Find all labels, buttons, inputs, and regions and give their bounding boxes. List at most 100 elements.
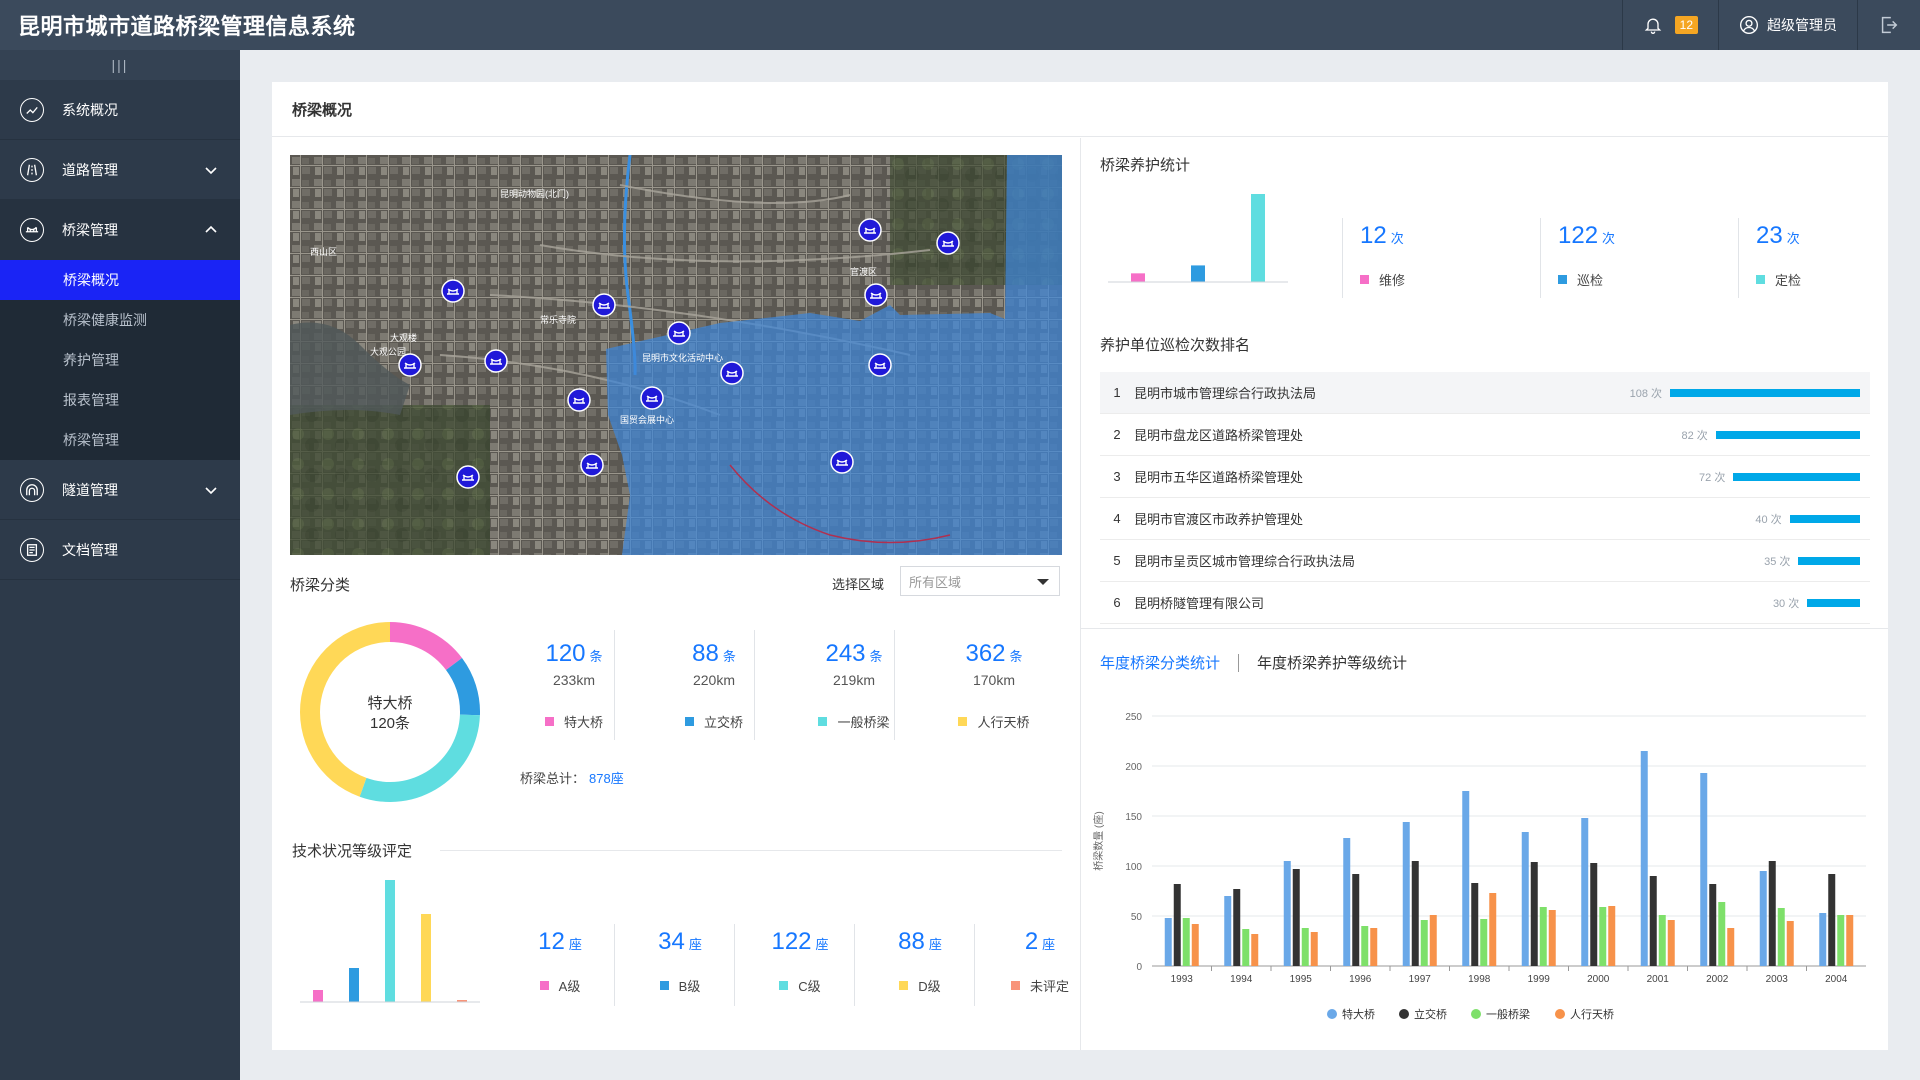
bridge-marker-icon[interactable]	[830, 450, 854, 474]
chart-bar	[313, 990, 323, 1002]
stat-unit: 次	[1390, 231, 1404, 246]
ranking-row: 5 昆明市呈贡区城市管理综合行政执法局 35 次	[1100, 540, 1870, 582]
app-title: 昆明市城市道路桥梁管理信息系统	[18, 14, 356, 39]
annual-stats-tabs: 年度桥梁分类统计 年度桥梁养护等级统计	[1100, 652, 1407, 673]
bridge-marker-icon[interactable]	[864, 283, 888, 307]
bridge-marker-icon[interactable]	[640, 386, 664, 410]
stat-grade-a: 12 座 A级	[500, 928, 620, 995]
notification-button[interactable]: 12	[1621, 0, 1718, 50]
bridge-marker-icon[interactable]	[484, 349, 508, 373]
ranking-unit-name: 昆明市城市管理综合行政执法局	[1134, 386, 1317, 401]
legend-swatch	[684, 717, 694, 726]
legend-swatch	[818, 717, 828, 726]
ranking-bar	[1715, 430, 1860, 439]
stat-repair: 12 次 维修	[1330, 222, 1530, 289]
legend-item[interactable]: 特大桥	[1327, 1007, 1375, 1021]
sidebar-collapse-toggle[interactable]: |||	[0, 50, 240, 80]
donut-slice	[359, 714, 480, 802]
classification-title: 桥梁分类	[290, 577, 351, 594]
sidebar-item-tunnel[interactable]: 隧道管理	[0, 460, 240, 520]
chart-bar	[1191, 924, 1199, 966]
bridge-marker-icon[interactable]	[667, 321, 691, 345]
column-divider	[1080, 138, 1081, 1050]
region-select[interactable]: 所有区域	[900, 566, 1060, 596]
sidebar-subitem-health-monitoring[interactable]: 桥梁健康监测	[63, 312, 147, 328]
sidebar-subitem-reports[interactable]: 报表管理	[63, 392, 119, 408]
chart-bar	[1242, 929, 1250, 966]
sidebar-subitem-bridge-management[interactable]: 桥梁管理	[63, 432, 119, 448]
stat-divider	[754, 630, 755, 740]
document-icon	[20, 537, 44, 562]
ranking-count: 35 次	[1764, 555, 1791, 568]
stat-label: 未评定	[1029, 979, 1069, 994]
map-label: 西山区	[310, 247, 337, 257]
total-label: 桥梁总计：	[520, 771, 586, 786]
legend-swatch	[1471, 1009, 1481, 1019]
logout-button[interactable]	[1857, 0, 1920, 50]
tab-separator	[1238, 653, 1240, 672]
bridge-marker-icon[interactable]	[868, 353, 892, 377]
bridge-map[interactable]: 昆明动物园(北门) 大观楼 大观公园 常乐寺院 昆明市文化活动中心 国贸会展中心…	[290, 155, 1062, 555]
ranking-unit-name: 昆明市五华区道路桥梁管理处	[1134, 470, 1304, 485]
bridge-marker-icon[interactable]	[858, 218, 882, 242]
tab-annual-classification[interactable]: 年度桥梁分类统计	[1100, 655, 1221, 672]
app-header: 昆明市城市道路桥梁管理信息系统 12 超级管理员	[0, 0, 1920, 50]
tech-grade-bar-chart	[300, 880, 480, 1003]
sidebar-subitem-bridge-overview[interactable]: 桥梁概况	[0, 260, 240, 300]
bridge-marker-icon[interactable]	[592, 293, 616, 317]
region-label: 选择区域	[832, 577, 885, 592]
bridge-marker-icon[interactable]	[441, 279, 465, 303]
chart-bar	[1292, 869, 1300, 966]
stat-overpass: 88 条 220km 立交桥	[644, 640, 784, 731]
map-label: 国贸会展中心	[620, 414, 674, 425]
chart-bar	[1640, 751, 1648, 966]
sidebar-item-system-overview[interactable]: 系统概况	[0, 80, 240, 140]
ranking-bar	[1789, 514, 1860, 523]
bridge-marker-icon[interactable]	[567, 388, 591, 412]
user-menu[interactable]: 超级管理员	[1718, 0, 1857, 50]
stat-number: 12	[1360, 222, 1387, 249]
sidebar-item-bridge[interactable]: 桥梁管理	[0, 200, 240, 260]
legend-item[interactable]: 立交桥	[1399, 1007, 1447, 1021]
chart-bar	[1361, 926, 1369, 966]
chart-bar	[1352, 874, 1360, 966]
chart-bar	[1480, 919, 1488, 966]
bridge-marker-icon[interactable]	[398, 353, 422, 377]
bridge-marker-icon[interactable]	[580, 453, 604, 477]
region-select-value: 所有区域	[909, 574, 962, 590]
bridge-total: 桥梁总计： 878座	[520, 768, 624, 787]
chart-bar	[1530, 862, 1538, 966]
chart-bar	[1759, 871, 1767, 966]
legend-item[interactable]: 一般桥梁	[1471, 1007, 1530, 1021]
bridge-submenu: 桥梁概况 桥梁健康监测 养护管理 报表管理 桥梁管理	[0, 260, 240, 460]
stat-label: C级	[798, 979, 821, 994]
y-tick-label: 200	[1125, 762, 1142, 773]
stat-patrol: 122 次 巡检	[1530, 222, 1730, 289]
chart-bar	[1658, 915, 1666, 966]
donut-center-value: 120条	[370, 715, 410, 732]
chart-bar	[1301, 928, 1309, 966]
legend-item[interactable]: 人行天桥	[1555, 1008, 1614, 1021]
sidebar-subitem-maintenance[interactable]: 养护管理	[63, 352, 119, 368]
chart-bar	[1709, 884, 1717, 966]
bridge-marker-icon[interactable]	[720, 361, 744, 385]
chart-bar	[1251, 194, 1265, 282]
stat-divider	[1540, 218, 1541, 298]
legend-swatch	[958, 717, 968, 726]
logout-icon	[1881, 16, 1898, 34]
chart-bar	[1224, 896, 1232, 966]
stat-number: 122	[1558, 222, 1599, 249]
bridge-marker-icon[interactable]	[456, 465, 480, 489]
tab-annual-maintenance[interactable]: 年度桥梁养护等级统计	[1257, 655, 1408, 672]
y-tick-label: 50	[1131, 912, 1143, 923]
bridge-marker-icon[interactable]	[936, 231, 960, 255]
chart-bar	[1370, 928, 1378, 966]
chart-bar	[1429, 915, 1437, 966]
stat-unit: 座	[928, 937, 942, 952]
stat-label: 特大桥	[563, 715, 603, 730]
sidebar-item-road[interactable]: 道路管理	[0, 140, 240, 200]
sidebar-item-documents[interactable]: 文档管理	[0, 520, 240, 580]
maintenance-stats: 12 次 维修 122 次 巡检 23 次 定检	[1330, 222, 1890, 289]
map-label: 昆明动物园(北门)	[500, 188, 569, 199]
